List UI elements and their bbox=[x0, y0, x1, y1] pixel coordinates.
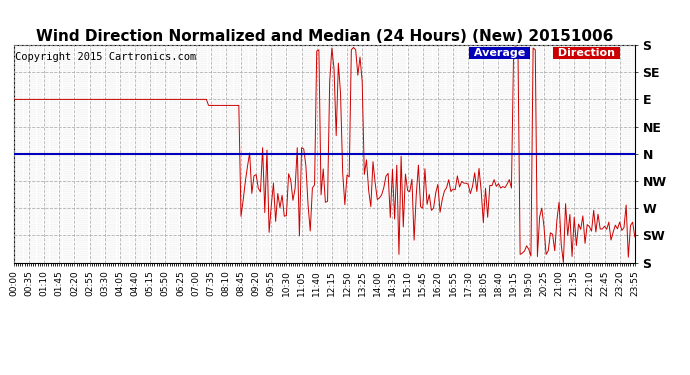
Title: Wind Direction Normalized and Median (24 Hours) (New) 20151006: Wind Direction Normalized and Median (24… bbox=[36, 29, 613, 44]
Text: Copyright 2015 Cartronics.com: Copyright 2015 Cartronics.com bbox=[15, 51, 196, 62]
Text: Average: Average bbox=[471, 48, 529, 58]
Text: Direction: Direction bbox=[554, 48, 619, 58]
